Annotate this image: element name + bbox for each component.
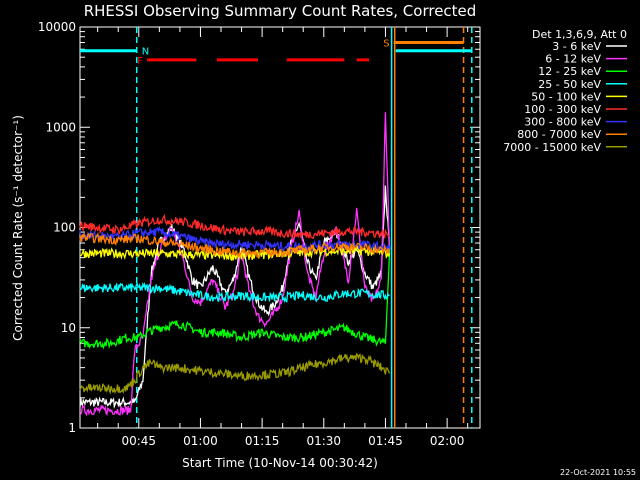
- y-tick-label: 10000: [38, 20, 76, 34]
- series-line: [79, 112, 391, 417]
- legend-title: Det 1,3,6,9, Att 0: [532, 28, 627, 41]
- flag-label: N: [142, 47, 149, 58]
- y-axis-label: Corrected Count Rate (s⁻¹ detector⁻¹): [11, 115, 25, 341]
- legend-entry-label: 12 - 25 keV: [538, 65, 601, 78]
- series-line: [79, 213, 391, 241]
- x-axis-label: Start Time (10-Nov-14 00:30:42): [182, 456, 378, 470]
- flag-label: S: [383, 39, 389, 50]
- legend-entry-label: 3 - 6 keV: [552, 40, 601, 53]
- series-line: [79, 281, 390, 304]
- y-tick-label: 100: [53, 221, 76, 235]
- x-tick-label: 00:45: [121, 434, 156, 448]
- x-tick-label: 01:15: [245, 434, 280, 448]
- plot-area: 1 10 100 1000 10000 00:45 01:00 01:15 01:30 01:45…: [38, 20, 481, 448]
- y-tick-label: 10: [61, 321, 76, 335]
- plot-frame: [79, 26, 481, 429]
- series-line: [79, 245, 391, 262]
- legend-entry-label: 25 - 50 keV: [538, 78, 601, 91]
- legend-entry-label: 800 - 7000 keV: [517, 128, 601, 141]
- legend-entry-label: 300 - 800 keV: [524, 116, 601, 129]
- legend-entry-label: 6 - 12 keV: [545, 53, 601, 66]
- y-tick-label: 1000: [45, 120, 76, 134]
- x-tick-label: 01:45: [368, 434, 403, 448]
- series-line: [79, 352, 391, 395]
- y-tick-label: 1: [68, 421, 76, 435]
- legend-entry-label: 100 - 300 keV: [524, 103, 601, 116]
- x-tick-label: 01:00: [183, 434, 218, 448]
- chart-title: RHESSI Observing Summary Count Rates, Co…: [84, 2, 477, 20]
- x-tick-label: 01:30: [306, 434, 341, 448]
- legend-entry-label: 50 - 100 keV: [531, 90, 601, 103]
- flag-label: F: [137, 56, 143, 67]
- series-line: [79, 249, 391, 350]
- timestamp: 22-Oct-2021 10:55: [560, 468, 636, 477]
- x-tick-label: 02:00: [430, 434, 465, 448]
- series-line: [79, 231, 391, 259]
- legend-entry-label: 7000 - 15000 keV: [503, 141, 601, 154]
